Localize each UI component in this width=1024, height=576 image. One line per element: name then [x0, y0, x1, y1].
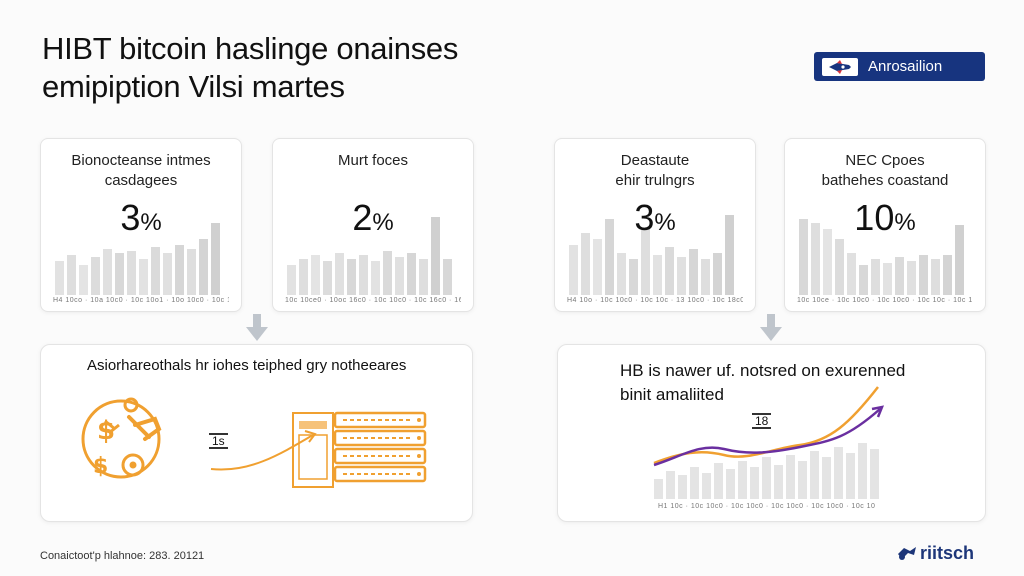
- sponsor-badge[interactable]: Anrosailion: [814, 52, 985, 81]
- title-line-1: HIBT bitcoin haslinge onainses: [42, 31, 459, 66]
- brand-mark-icon: [898, 546, 916, 560]
- mining-flow-panel: Asiorhareothals hr iohes teiphed gry not…: [40, 344, 473, 522]
- rocket-logo-icon: [822, 57, 858, 76]
- flow-tag: 1s: [209, 433, 228, 449]
- card-value: 2%: [273, 197, 473, 239]
- card-value: 3%: [41, 197, 241, 239]
- card-value: 3%: [555, 197, 755, 239]
- card-value-unit: %: [372, 209, 394, 236]
- card-value-unit: %: [654, 209, 676, 236]
- card-axis-ticks: H4 10co · 10a 10c0 · 10c 10o1 · 10o 10c0…: [53, 297, 229, 304]
- bar-sparkline: [55, 223, 220, 295]
- page-title: HIBT bitcoin haslinge onainses emipiptio…: [42, 30, 458, 106]
- card-label-line-1: Bionocteanse intmes: [71, 152, 211, 169]
- brand-name: riitsch: [920, 543, 975, 563]
- bar-sparkline: [569, 215, 734, 295]
- trend-axis-ticks: H1 10c · 10c 10c0 · 10c 10c0 · 10c 10c0 …: [658, 503, 875, 510]
- metric-card-2: Murt foces 2% 10c 10ce0 · 10oc 16c0 · 10…: [272, 138, 474, 312]
- card-value: 10%: [785, 197, 985, 239]
- trend-chart: [653, 386, 885, 499]
- panel-title: HB is nawer uf. notsred on exurenned bin…: [620, 359, 905, 407]
- card-label-line-2: ehir trulngrs: [615, 172, 695, 189]
- card-value-unit: %: [140, 209, 162, 236]
- arrow-down-icon: [760, 314, 782, 341]
- card-value-number: 2: [352, 197, 373, 238]
- card-label-line-1: Deastaute: [620, 152, 690, 169]
- card-label-line-2: casdagees: [104, 172, 178, 189]
- arrow-down-icon: [246, 314, 268, 341]
- title-line-2: emipiption Vilsi martes: [42, 69, 345, 104]
- card-label: NEC Cpoes bathehes coastand: [785, 151, 985, 191]
- card-label: Deastaute ehir trulngrs: [555, 151, 755, 191]
- svg-text:$: $: [93, 454, 108, 479]
- metric-card-3: Deastaute ehir trulngrs 3% H4 10o · 10c …: [554, 138, 756, 312]
- card-value-number: 10: [854, 197, 895, 238]
- panel-title-line-2: binit amaliited: [620, 385, 724, 404]
- card-axis-ticks: H4 10o · 10c 10c0 · 10c 10c · 13 10c0 · …: [567, 297, 743, 304]
- brand-logo[interactable]: riitsch: [896, 543, 974, 564]
- footer-caption: Conaictoot'p hlahnoe: 283. 20121: [40, 550, 205, 562]
- card-value-number: 3: [120, 197, 141, 238]
- card-axis-ticks: 10c 10ce0 · 10oc 16c0 · 10c 10c0 · 10c 1…: [285, 297, 461, 304]
- trend-tag: 18: [752, 413, 772, 429]
- metric-card-4: NEC Cpoes bathehes coastand 10% 10c 10ce…: [784, 138, 986, 312]
- card-label: Bionocteanse intmes casdagees: [41, 151, 241, 191]
- coins-gears-icon: $ $: [81, 397, 162, 479]
- flow-arrow: [210, 430, 317, 471]
- badge-label: Anrosailion: [868, 58, 943, 75]
- server-rack-icon: [292, 411, 427, 488]
- card-value-unit: %: [894, 209, 916, 236]
- svg-text:$: $: [97, 416, 115, 446]
- bar-sparkline: [287, 217, 452, 295]
- panel-title-line-1: HB is nawer uf. notsred on exurenned: [620, 361, 906, 380]
- bar-sparkline: [799, 219, 964, 295]
- metric-card-1: Bionocteanse intmes casdagees 3% H4 10co…: [40, 138, 242, 312]
- panel-title: Asiorhareothals hr iohes teiphed gry not…: [87, 357, 407, 374]
- card-label-line-2: bathehes coastand: [821, 172, 949, 189]
- card-label: Murt foces: [273, 151, 473, 171]
- trend-panel: HB is nawer uf. notsred on exurenned bin…: [557, 344, 986, 522]
- card-value-number: 3: [634, 197, 655, 238]
- card-axis-ticks: 10c 10ce · 10c 10c0 · 10c 10c0 · 10c 10c…: [797, 297, 973, 304]
- card-label-line-1: Murt foces: [337, 152, 409, 169]
- card-label-line-1: NEC Cpoes: [845, 152, 925, 169]
